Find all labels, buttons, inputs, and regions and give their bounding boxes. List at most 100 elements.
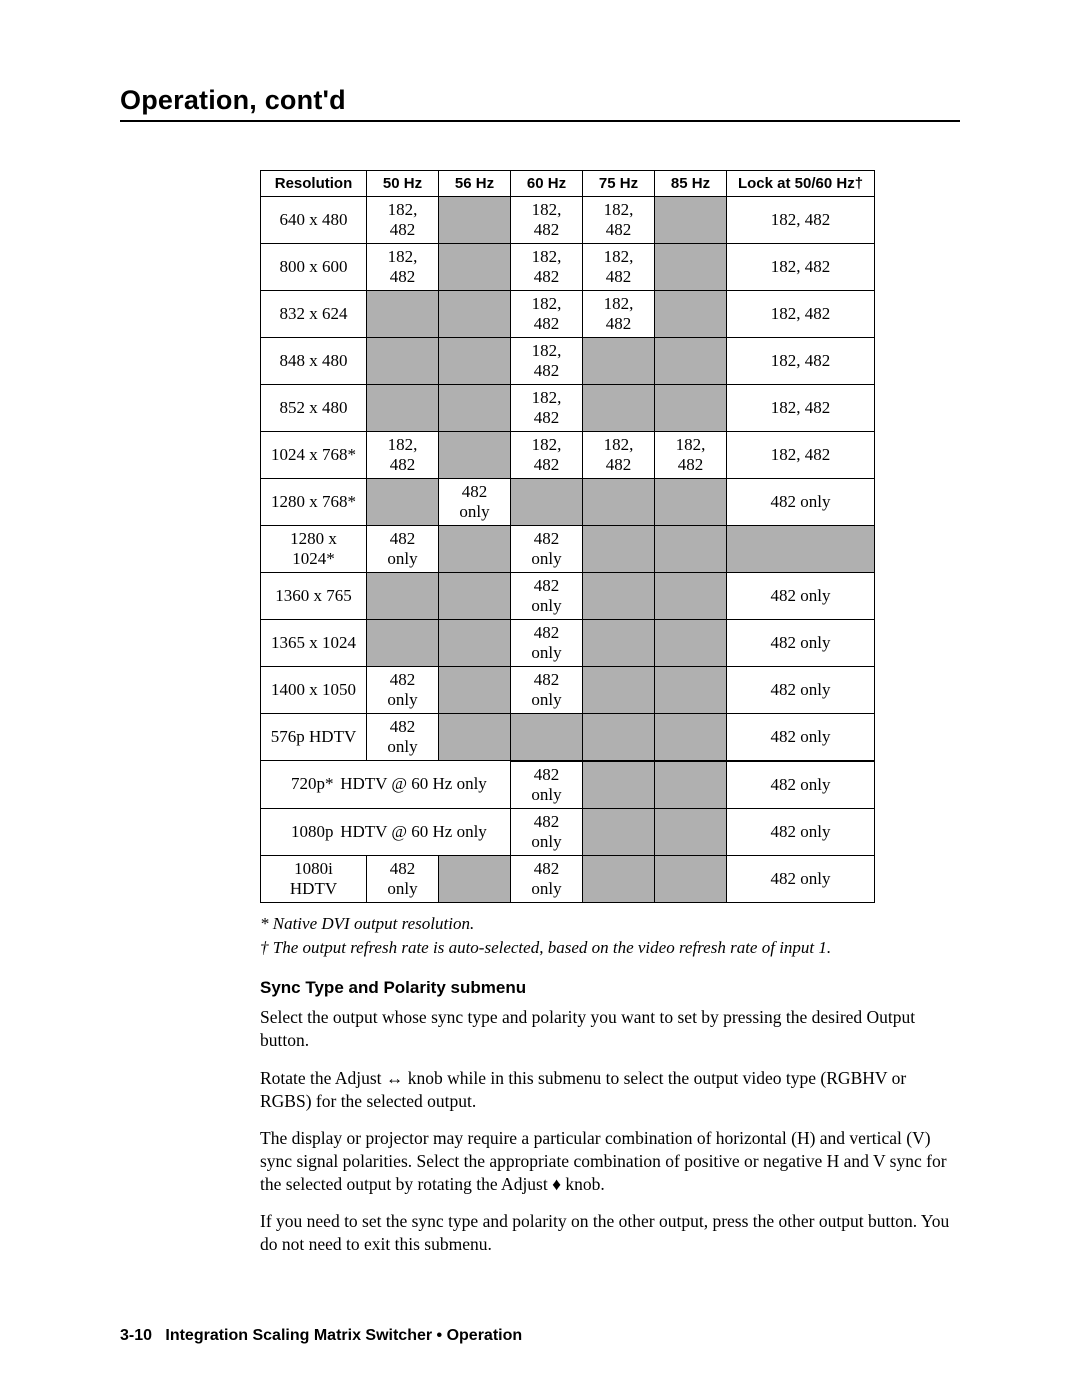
table-cell xyxy=(439,526,511,573)
table-cell xyxy=(655,808,727,855)
table-cell: 182, 482 xyxy=(727,244,875,291)
table-row: 720p*HDTV @ 60 Hz only482 only482 only xyxy=(261,761,875,809)
table-cell xyxy=(367,385,439,432)
table-cell: 482 only xyxy=(511,620,583,667)
th-resolution: Resolution xyxy=(261,171,367,197)
table-cell xyxy=(583,855,655,902)
dagger-icon: † xyxy=(260,938,269,957)
table-cell: 482 only xyxy=(367,526,439,573)
table-cell xyxy=(583,526,655,573)
paragraph-1: Select the output whose sync type and po… xyxy=(260,1006,960,1052)
page-footer: 3-10 Integration Scaling Matrix Switcher… xyxy=(120,1327,522,1345)
table-row: 800 x 600182, 482182, 482182, 482182, 48… xyxy=(261,244,875,291)
table-cell xyxy=(439,855,511,902)
table-cell xyxy=(367,338,439,385)
table-cell xyxy=(655,855,727,902)
table-cell xyxy=(439,573,511,620)
table-cell: 182, 482 xyxy=(727,291,875,338)
table-cell: 482 only xyxy=(727,667,875,714)
table-row: 1080pHDTV @ 60 Hz only482 only482 only xyxy=(261,808,875,855)
table-cell xyxy=(583,620,655,667)
table-row: 852 x 480182, 482182, 482 xyxy=(261,385,875,432)
table-row: 848 x 480 182, 482 182, 482 xyxy=(261,338,875,385)
table-row: 1280 x 768* 482 only 482 only xyxy=(261,479,875,526)
table-cell xyxy=(511,479,583,526)
th-lock: Lock at 50/60 Hz† xyxy=(727,171,875,197)
table-row: 1080i HDTV482 only482 only482 only xyxy=(261,855,875,902)
table-row: 1360 x 765482 only482 only xyxy=(261,573,875,620)
table-cell xyxy=(583,761,655,809)
cell-resolution: 1080i HDTV xyxy=(261,855,367,902)
table-cell: 182, 482 xyxy=(511,291,583,338)
table-cell xyxy=(583,573,655,620)
table-cell: 482 only xyxy=(727,714,875,761)
footnote-2: † The output refresh rate is auto-select… xyxy=(260,937,960,960)
table-cell: 482 only xyxy=(727,479,875,526)
table-cell: 182, 482 xyxy=(367,197,439,244)
table-row: 1280 x 1024*482 only482 only xyxy=(261,526,875,573)
cell-resolution-span: 1080pHDTV @ 60 Hz only xyxy=(261,808,511,855)
table-row: 1400 x 1050482 only482 only482 only xyxy=(261,667,875,714)
table-cell: 182, 482 xyxy=(583,244,655,291)
table-cell: 482 only xyxy=(511,761,583,809)
table-cell xyxy=(583,667,655,714)
table-cell xyxy=(511,714,583,761)
cell-resolution: 640 x 480 xyxy=(261,197,367,244)
paragraph-3: The display or projector may require a p… xyxy=(260,1127,960,1196)
footnotes: * Native DVI output resolution. † The ou… xyxy=(260,913,960,961)
table-cell: 182, 482 xyxy=(367,244,439,291)
page-number: 3-10 xyxy=(120,1327,152,1344)
table-cell: 482 only xyxy=(367,855,439,902)
table-cell xyxy=(655,385,727,432)
table-cell: 482 only xyxy=(439,479,511,526)
cell-resolution: 848 x 480 xyxy=(261,338,367,385)
paragraph-2: Rotate the Adjust ↔ knob while in this s… xyxy=(260,1067,960,1113)
table-cell xyxy=(439,291,511,338)
table-cell: 482 only xyxy=(511,855,583,902)
table-cell: 182, 482 xyxy=(655,432,727,479)
table-cell xyxy=(439,338,511,385)
table-cell xyxy=(583,808,655,855)
adjust-horizontal-icon: ↔ xyxy=(386,1068,404,1088)
section-heading: Sync Type and Polarity submenu xyxy=(260,978,960,998)
table-cell: 182, 482 xyxy=(727,338,875,385)
table-cell: 182, 482 xyxy=(511,244,583,291)
table-cell: 182, 482 xyxy=(727,385,875,432)
table-cell: 182, 482 xyxy=(511,432,583,479)
th-60hz: 60 Hz xyxy=(511,171,583,197)
footnote-2-text: The output refresh rate is auto-selected… xyxy=(269,938,832,957)
table-cell: 482 only xyxy=(727,761,875,809)
table-cell xyxy=(367,573,439,620)
table-cell xyxy=(367,620,439,667)
cell-resolution: 1400 x 1050 xyxy=(261,667,367,714)
table-cell: 482 only xyxy=(727,808,875,855)
table-row: 1365 x 1024482 only482 only xyxy=(261,620,875,667)
table-cell xyxy=(583,385,655,432)
table-cell: 182, 482 xyxy=(727,432,875,479)
th-56hz: 56 Hz xyxy=(439,171,511,197)
table-cell xyxy=(583,338,655,385)
table-cell xyxy=(367,479,439,526)
cell-resolution: 1280 x 768* xyxy=(261,479,367,526)
table-cell: 182, 482 xyxy=(583,432,655,479)
cell-resolution: 800 x 600 xyxy=(261,244,367,291)
cell-resolution: 1365 x 1024 xyxy=(261,620,367,667)
table-cell xyxy=(439,244,511,291)
table-cell xyxy=(655,244,727,291)
footer-text: Integration Scaling Matrix Switcher • Op… xyxy=(165,1327,522,1344)
table-row: 640 x 480182, 482182, 482182, 482182, 48… xyxy=(261,197,875,244)
table-cell: 182, 482 xyxy=(511,338,583,385)
p2a: Rotate the Adjust xyxy=(260,1068,386,1088)
table-cell xyxy=(583,479,655,526)
table-row: 1024 x 768*182, 482182, 482182, 482182, … xyxy=(261,432,875,479)
table-cell xyxy=(367,291,439,338)
table-cell: 482 only xyxy=(727,855,875,902)
th-50hz: 50 Hz xyxy=(367,171,439,197)
table-cell xyxy=(439,197,511,244)
table-cell: 182, 482 xyxy=(583,197,655,244)
table-cell xyxy=(439,667,511,714)
cell-resolution: 576p HDTV xyxy=(261,714,367,761)
table-cell xyxy=(655,714,727,761)
footnote-1: * Native DVI output resolution. xyxy=(260,913,960,936)
table-cell: 182, 482 xyxy=(583,291,655,338)
